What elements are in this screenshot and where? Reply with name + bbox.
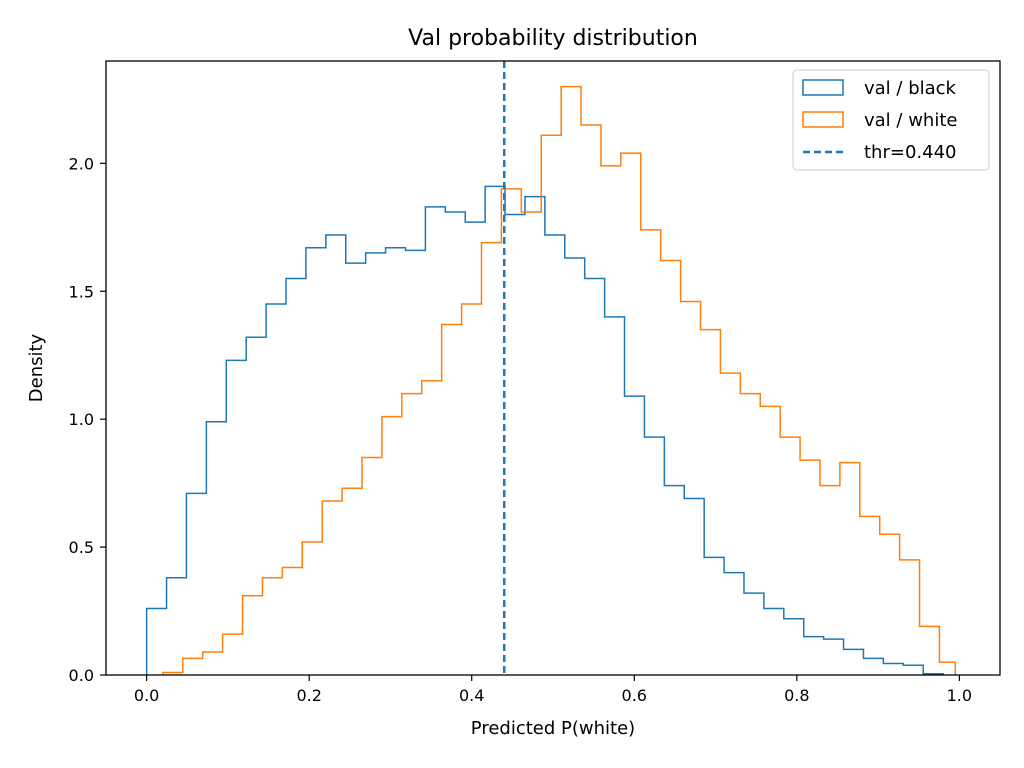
y-axis-ticks: 0.0 0.5 1.0 1.5 2.0 (69, 154, 106, 685)
legend-swatch-black (802, 79, 844, 96)
y-tick-label: 2.0 (69, 154, 94, 173)
y-tick-label: 1.5 (69, 282, 94, 301)
histogram-series-1 (162, 85, 957, 675)
x-axis-label: Predicted P(white) (471, 718, 635, 739)
histogram-series-0 (145, 185, 944, 675)
series-layer (145, 85, 957, 675)
x-tick-label: 0.8 (784, 686, 809, 705)
x-tick-label: 0.6 (622, 686, 647, 705)
x-tick-label: 0.2 (296, 686, 321, 705)
x-tick-label: 0.0 (134, 686, 159, 705)
chart-title: Val probability distribution (408, 26, 698, 51)
plot-frame (105, 60, 1001, 676)
y-axis-label: Density (26, 333, 47, 402)
x-axis-ticks: 0.0 0.2 0.4 0.6 0.8 1.0 (134, 675, 972, 705)
legend-label-black: val / black (864, 78, 957, 99)
x-tick-label: 0.4 (459, 686, 484, 705)
y-tick-label: 1.0 (69, 410, 94, 429)
legend-label-threshold: thr=0.440 (864, 142, 956, 163)
y-tick-label: 0.5 (69, 538, 94, 557)
legend-swatch-white (802, 111, 844, 128)
legend: val / black val / white thr=0.440 (792, 69, 990, 171)
x-tick-label: 1.0 (947, 686, 972, 705)
legend-label-white: val / white (864, 110, 957, 131)
y-tick-label: 0.0 (69, 666, 94, 685)
